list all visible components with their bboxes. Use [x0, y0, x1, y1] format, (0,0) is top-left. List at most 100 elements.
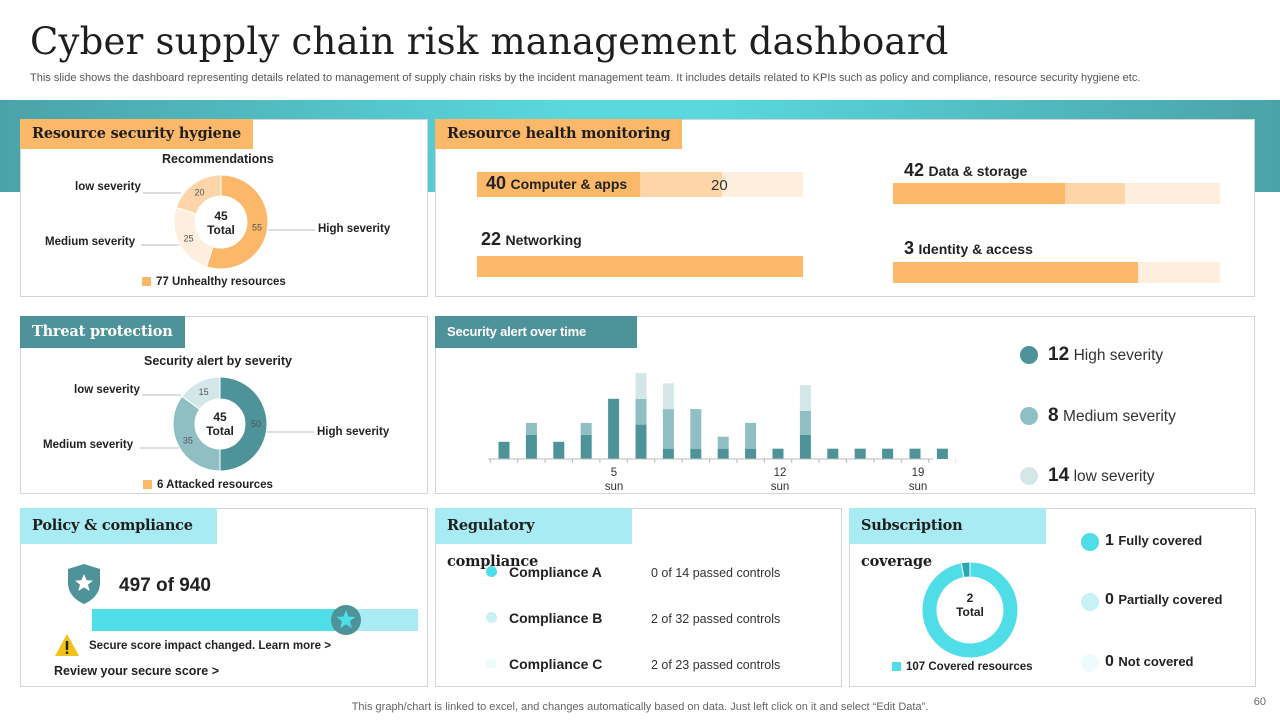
alerts-bar-8-2 — [690, 409, 702, 449]
hygiene-slice-1 — [205, 174, 269, 270]
alerts-legend-medium-dot — [1020, 407, 1038, 425]
threat-high-label: High severity — [317, 426, 390, 438]
alerts-bar-15-1 — [882, 448, 894, 459]
regulatory-c-status: 2 of 23 passed controls — [651, 658, 781, 672]
alerts-legend-low-label: low severity — [1073, 468, 1155, 485]
health-bar-identity — [893, 262, 1220, 283]
health-data-label: Data & storage — [928, 163, 1028, 179]
subscription-partial-label: Partially covered — [1118, 592, 1223, 607]
threat-center-value: 45 — [213, 410, 227, 424]
regulatory-b-dot — [486, 612, 497, 623]
health-computer-value: 40 — [486, 173, 507, 193]
alerts-tick-label-1: 5 sun — [604, 466, 624, 494]
alerts-card: Security alert over time 5 sun 12 sun 19… — [435, 316, 1255, 494]
alerts-tick-1-wd: sun — [604, 481, 624, 493]
alerts-tick-3-day: 19 — [911, 467, 925, 479]
policy-review-link[interactable]: Review your secure score > — [54, 664, 220, 678]
alerts-bar-10-2 — [745, 422, 757, 449]
alerts-chart — [488, 373, 956, 463]
health-computer-label: Computer & apps — [510, 176, 628, 192]
alerts-bar-3-1 — [553, 441, 565, 459]
regulatory-b-name: Compliance B — [509, 610, 603, 626]
alerts-legend-medium-count: 8 — [1048, 405, 1059, 426]
alerts-tag: Security alert over time — [435, 316, 637, 348]
hygiene-center-label: Total — [207, 223, 235, 237]
threat-legend: 6 Attacked resources — [143, 479, 273, 491]
threat-slice-2 — [172, 395, 221, 472]
hygiene-legend: 77 Unhealthy resources — [142, 276, 286, 288]
alerts-bar-7-1 — [662, 448, 674, 459]
health-tag: Resource health monitoring — [435, 119, 683, 149]
alerts-bar-2-1 — [525, 434, 537, 459]
alerts-bar-4-2 — [580, 422, 592, 435]
health-bar-data-seg1 — [893, 183, 1065, 204]
health-bar-computer — [477, 172, 803, 197]
threat-heading: Security alert by severity — [144, 354, 292, 368]
alerts-bar-5-1 — [608, 398, 620, 459]
star-badge-icon[interactable] — [330, 604, 362, 636]
hygiene-medium-label: Medium severity — [45, 236, 136, 248]
health-item-identity: 3 Identity & access — [904, 238, 1033, 259]
subscription-center: 2 Total — [950, 591, 990, 619]
subscription-donut — [921, 561, 1019, 659]
alerts-legend-medium-label: Medium severity — [1063, 408, 1176, 425]
health-bar-identity-seg1 — [893, 262, 1138, 283]
health-networking-value: 22 — [481, 229, 502, 249]
hygiene-center: 45 Total — [201, 209, 241, 237]
warning-icon — [55, 634, 79, 656]
threat-legend-swatch — [143, 480, 152, 490]
alerts-bar-16-1 — [909, 448, 921, 459]
hygiene-legend-text: 77 Unhealthy resources — [156, 276, 286, 288]
alerts-legend-low-count: 14 — [1048, 465, 1070, 486]
subscription-card: Subscription coverage 2 Total 107 Covere… — [849, 508, 1256, 687]
subscription-full-label: Fully covered — [1118, 533, 1203, 548]
alerts-bar-9-1 — [717, 448, 729, 459]
subscription-slice-1 — [921, 561, 1019, 659]
hygiene-high-label: High severity — [318, 223, 391, 235]
health-card: Resource health monitoring 40 Computer &… — [435, 119, 1255, 297]
subscription-full: 1 Fully covered — [1105, 532, 1202, 550]
page-number: 60 — [1253, 696, 1266, 708]
health-bar-data — [893, 183, 1220, 204]
health-identity-label: Identity & access — [918, 241, 1033, 257]
health-bar-computer-seg1 — [477, 172, 640, 197]
threat-low-label: low severity — [74, 384, 140, 396]
policy-warning-link[interactable]: Secure score impact changed. Learn more … — [89, 640, 331, 652]
hygiene-slice-label-1: 55 — [252, 223, 262, 233]
alerts-bar-17-1 — [936, 448, 948, 459]
alerts-legend-high-count: 12 — [1048, 344, 1070, 365]
policy-card: Policy & compliance 497 of 940 Secure sc… — [20, 508, 428, 687]
alerts-bar-12-2 — [799, 410, 811, 435]
threat-slice-1 — [219, 376, 268, 472]
hygiene-card: Resource security hygiene Recommendation… — [20, 119, 428, 297]
hygiene-heading: Recommendations — [162, 152, 274, 166]
subscription-partial-dot — [1081, 593, 1099, 611]
alerts-legend-high-dot — [1020, 346, 1038, 364]
health-bar-computer-seg2 — [640, 172, 722, 197]
alerts-bar-4-1 — [580, 434, 592, 459]
regulatory-tag: Regulatory compliance — [435, 508, 632, 570]
health-item-networking: 22 Networking — [481, 229, 582, 250]
regulatory-card: Regulatory compliance Compliance A 0 of … — [435, 508, 842, 687]
policy-progress-fill — [92, 609, 347, 631]
hygiene-slice-3 — [175, 174, 222, 215]
subscription-partial-count: 0 — [1105, 591, 1114, 608]
alerts-bar-2-2 — [525, 422, 537, 435]
health-bar-networking — [477, 256, 803, 277]
alerts-tick-label-3: 19 sun — [906, 466, 930, 494]
health-networking-label: Networking — [505, 232, 582, 248]
subscription-none-count: 0 — [1105, 653, 1114, 670]
page-subtitle: This slide shows the dashboard represent… — [30, 72, 1141, 84]
alerts-legend-high-label: High severity — [1073, 347, 1164, 364]
subscription-partial: 0 Partially covered — [1105, 591, 1222, 609]
alerts-bar-8-1 — [690, 448, 702, 459]
alerts-legend-low: 14 low severity — [1048, 465, 1155, 487]
threat-center-label: Total — [206, 424, 234, 438]
health-item-data: 42 Data & storage — [904, 160, 1027, 181]
alerts-tick-label-2: 12 sun — [768, 466, 792, 494]
subscription-center-value: 2 — [966, 591, 974, 605]
alerts-bar-1-1 — [498, 441, 510, 459]
subscription-center-label: Total — [956, 605, 984, 619]
alerts-legend-medium: 8 Medium severity — [1048, 405, 1176, 427]
subscription-none-label: Not covered — [1118, 654, 1194, 669]
